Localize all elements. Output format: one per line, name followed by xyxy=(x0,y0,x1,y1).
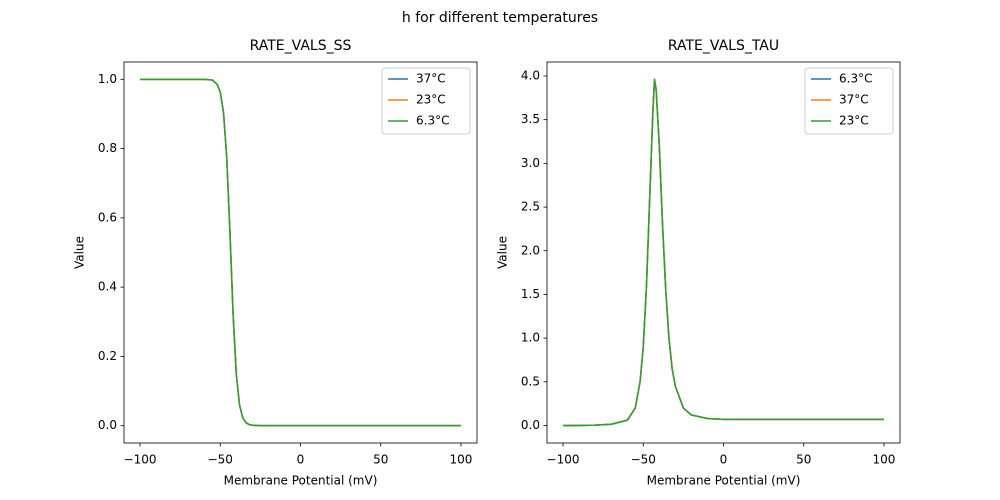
y-axis-label: Value xyxy=(73,236,87,269)
y-tick-label: 0.0 xyxy=(98,418,117,432)
legend: 6.3°C 37°C 23°C xyxy=(804,67,894,135)
legend-label: 6.3°C xyxy=(416,114,449,128)
legend-label: 37°C xyxy=(839,93,869,107)
y-tick-label: 0.6 xyxy=(98,210,117,224)
axes-frame xyxy=(546,61,901,444)
x-tick-label: −50 xyxy=(208,453,233,467)
legend-box xyxy=(381,67,471,135)
legend-label: 23°C xyxy=(839,114,869,128)
x-tick-label: −100 xyxy=(124,453,157,467)
x-tick-label: −50 xyxy=(631,453,656,467)
axes-title: RATE_VALS_TAU xyxy=(668,38,779,54)
y-tick-label: 2.5 xyxy=(521,200,540,214)
x-tick-label: 100 xyxy=(873,453,896,467)
x-tick-label: 0 xyxy=(720,453,728,467)
y-tick-label: 0.4 xyxy=(98,280,117,294)
y-tick-label: 0.8 xyxy=(98,141,117,155)
figure-title: h for different temperatures xyxy=(402,10,598,26)
series-line xyxy=(140,78,461,427)
legend-label: 6.3°C xyxy=(839,72,872,86)
y-tick-label: 2.0 xyxy=(521,243,540,257)
y-tick-label: 3.0 xyxy=(521,156,540,170)
y-tick-label: 4.0 xyxy=(521,68,540,82)
x-tick-label: 100 xyxy=(450,453,473,467)
x-axis-label: Membrane Potential (mV) xyxy=(647,474,801,488)
y-tick-label: 1.0 xyxy=(521,331,540,345)
y-tick-label: 0.2 xyxy=(98,349,117,363)
legend-box xyxy=(804,67,894,135)
legend: 37°C 23°C 6.3°C xyxy=(381,67,471,135)
legend-label: 23°C xyxy=(416,93,446,107)
y-tick-label: 0.0 xyxy=(521,418,540,432)
x-tick-label: 50 xyxy=(373,453,388,467)
x-tick-label: 50 xyxy=(796,453,811,467)
axes-title: RATE_VALS_SS xyxy=(250,38,352,54)
x-axis-label: Membrane Potential (mV) xyxy=(224,474,378,488)
y-tick-label: 1.5 xyxy=(521,287,540,301)
x-tick-label: −100 xyxy=(547,453,580,467)
y-tick-label: 0.5 xyxy=(521,374,540,388)
y-axis-label: Value xyxy=(496,236,510,269)
axes-frame xyxy=(123,61,478,444)
series-line xyxy=(563,78,884,427)
legend-label: 37°C xyxy=(416,72,446,86)
y-tick-label: 3.5 xyxy=(521,112,540,126)
x-tick-label: 0 xyxy=(297,453,305,467)
y-tick-label: 1.0 xyxy=(98,72,117,86)
